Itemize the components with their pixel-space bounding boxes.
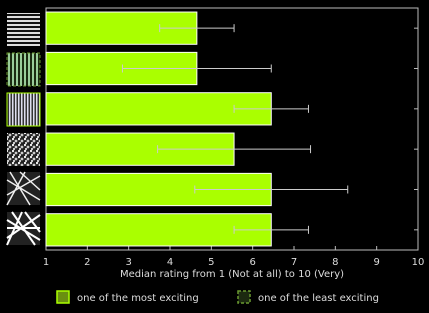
x-tick-label: 6 (249, 257, 255, 268)
icon (7, 172, 40, 205)
icon (7, 133, 40, 166)
x-tick-label: 5 (208, 257, 214, 268)
x-tick-label: 2 (84, 257, 90, 268)
page: {"chart_data": {"type": "bar", "orientat… (0, 0, 429, 313)
legend-label: one of the least exciting (258, 293, 379, 304)
legend-label: one of the most exciting (77, 293, 199, 304)
icon (7, 53, 40, 86)
x-tick-label: 3 (125, 257, 131, 268)
chart: Median rating from 1 (Not at all) to 10 … (0, 0, 429, 313)
x-tick-label: 7 (291, 257, 297, 268)
legend-swatch (238, 291, 250, 303)
icon (7, 13, 40, 46)
category-icons (7, 13, 40, 245)
x-tick-label: 1 (43, 257, 49, 268)
x-tick-label: 9 (373, 257, 379, 268)
icon (7, 93, 40, 126)
x-tick-label: 8 (332, 257, 338, 268)
x-tick-label: 10 (412, 257, 425, 268)
x-tick-label: 4 (167, 257, 173, 268)
icon (7, 212, 40, 245)
legend-swatch (57, 291, 69, 303)
x-axis-label: Median rating from 1 (Not at all) to 10 … (120, 269, 344, 280)
